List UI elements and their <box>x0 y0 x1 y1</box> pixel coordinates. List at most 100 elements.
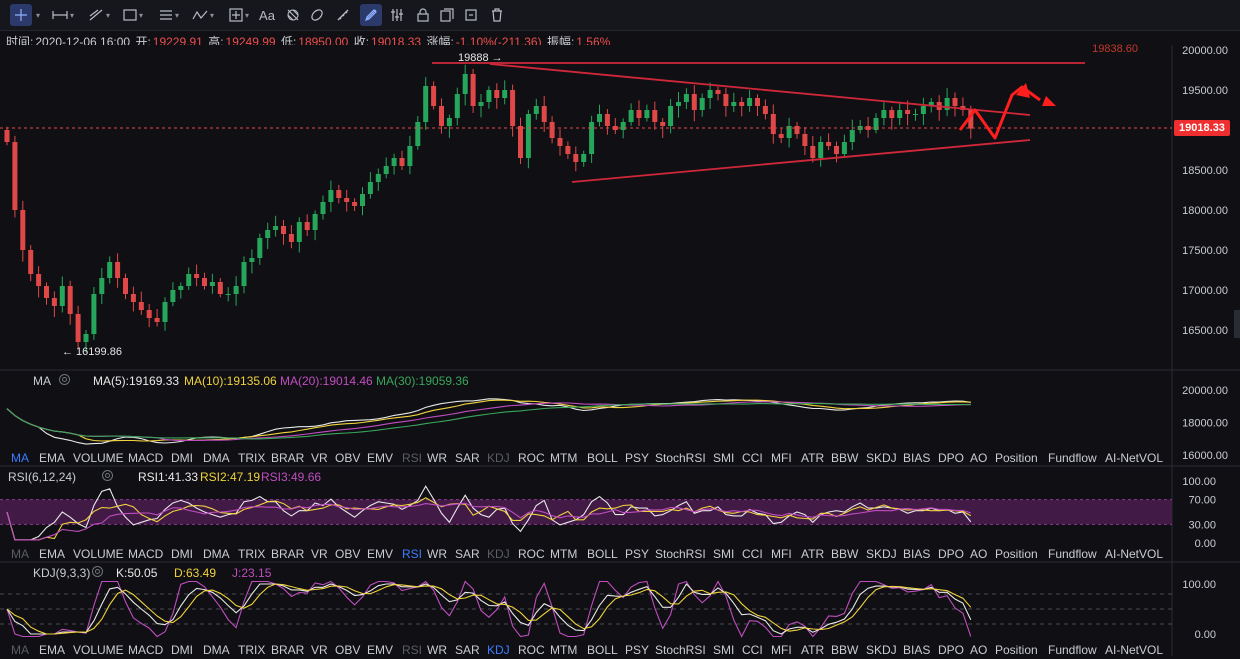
tab-ma[interactable]: MA <box>11 547 29 561</box>
tab-sar[interactable]: SAR <box>455 451 480 465</box>
tab-roc[interactable]: ROC <box>518 643 545 657</box>
tab-roc[interactable]: ROC <box>518 451 545 465</box>
tab-dmi[interactable]: DMI <box>171 643 193 657</box>
tab-rsi[interactable]: RSI <box>402 451 423 465</box>
tab-dpo[interactable]: DPO <box>938 547 965 561</box>
tab-cci[interactable]: CCI <box>742 451 763 465</box>
lock-icon[interactable] <box>412 4 434 26</box>
tab-mtm[interactable]: MTM <box>550 451 578 465</box>
tab-ao[interactable]: AO <box>970 451 988 465</box>
tab-ai-netvol[interactable]: AI-NetVOL <box>1105 643 1164 657</box>
tab-macd[interactable]: MACD <box>128 451 164 465</box>
tab-brar[interactable]: BRAR <box>271 451 305 465</box>
tab-stochrsi[interactable]: StochRSI <box>655 547 706 561</box>
tab-smi[interactable]: SMI <box>713 643 735 657</box>
tab-mtm[interactable]: MTM <box>550 547 578 561</box>
tab-fundflow[interactable]: Fundflow <box>1048 643 1097 657</box>
tab-sar[interactable]: SAR <box>455 643 480 657</box>
tab-ai-netvol[interactable]: AI-NetVOL <box>1105 547 1164 561</box>
tab-stochrsi[interactable]: StochRSI <box>655 451 706 465</box>
tab-dma[interactable]: DMA <box>203 451 230 465</box>
wave-icon[interactable]: ▾ <box>188 4 218 26</box>
tab-mfi[interactable]: MFI <box>771 547 792 561</box>
tab-obv[interactable]: OBV <box>335 451 361 465</box>
tab-dma[interactable]: DMA <box>203 643 230 657</box>
tab-kdj[interactable]: KDJ <box>487 547 510 561</box>
text-icon[interactable]: Aa <box>259 7 275 23</box>
tab-position[interactable]: Position <box>995 451 1038 465</box>
settings-icon[interactable] <box>386 4 408 26</box>
tab-kdj[interactable]: KDJ <box>487 451 510 465</box>
tab-ma[interactable]: MA <box>11 643 29 657</box>
tab-brar[interactable]: BRAR <box>271 643 305 657</box>
tab-psy[interactable]: PSY <box>625 547 650 561</box>
tab-bias[interactable]: BIAS <box>903 643 931 657</box>
tab-dpo[interactable]: DPO <box>938 451 965 465</box>
tab-ma[interactable]: MA <box>11 451 29 465</box>
tab-obv[interactable]: OBV <box>335 643 361 657</box>
tab-wr[interactable]: WR <box>427 547 447 561</box>
tab-vr[interactable]: VR <box>311 451 328 465</box>
tab-mfi[interactable]: MFI <box>771 451 792 465</box>
ruler-icon[interactable] <box>332 4 354 26</box>
tab-skdj[interactable]: SKDJ <box>866 451 897 465</box>
tab-boll[interactable]: BOLL <box>587 451 618 465</box>
tab-fundflow[interactable]: Fundflow <box>1048 547 1097 561</box>
tab-obv[interactable]: OBV <box>335 547 361 561</box>
tab-trix[interactable]: TRIX <box>238 451 266 465</box>
tab-dmi[interactable]: DMI <box>171 547 193 561</box>
horizontal-line-icon[interactable]: ▾ <box>48 4 78 26</box>
tab-emv[interactable]: EMV <box>367 451 394 465</box>
tab-rsi[interactable]: RSI <box>402 547 423 561</box>
tab-brar[interactable]: BRAR <box>271 547 305 561</box>
tab-volume[interactable]: VOLUME <box>73 451 124 465</box>
tab-ao[interactable]: AO <box>970 547 988 561</box>
tab-emv[interactable]: EMV <box>367 547 394 561</box>
tab-emv[interactable]: EMV <box>367 643 394 657</box>
tab-boll[interactable]: BOLL <box>587 547 618 561</box>
tab-dmi[interactable]: DMI <box>171 451 193 465</box>
tab-ema[interactable]: EMA <box>39 547 66 561</box>
tab-vr[interactable]: VR <box>311 643 328 657</box>
tab-smi[interactable]: SMI <box>713 451 735 465</box>
tab-atr[interactable]: ATR <box>801 547 825 561</box>
tab-vr[interactable]: VR <box>311 547 328 561</box>
tab-psy[interactable]: PSY <box>625 451 650 465</box>
tab-sar[interactable]: SAR <box>455 547 480 561</box>
parallel-lines-icon[interactable]: ▾ <box>154 4 184 26</box>
tab-trix[interactable]: TRIX <box>238 547 266 561</box>
tab-ema[interactable]: EMA <box>39 451 66 465</box>
tab-position[interactable]: Position <box>995 643 1038 657</box>
tab-skdj[interactable]: SKDJ <box>866 643 897 657</box>
panel-resize-handle[interactable] <box>1234 310 1240 338</box>
tab-smi[interactable]: SMI <box>713 547 735 561</box>
drawing-mode-icon[interactable] <box>360 4 382 26</box>
tab-dpo[interactable]: DPO <box>938 643 965 657</box>
tab-bbw[interactable]: BBW <box>831 643 859 657</box>
tab-psy[interactable]: PSY <box>625 643 650 657</box>
magnet-icon[interactable] <box>306 4 328 26</box>
tab-cci[interactable]: CCI <box>742 643 763 657</box>
tab-ai-netvol[interactable]: AI-NetVOL <box>1105 451 1164 465</box>
tab-mfi[interactable]: MFI <box>771 643 792 657</box>
settings-icon[interactable] <box>58 373 71 389</box>
tab-bias[interactable]: BIAS <box>903 547 931 561</box>
tab-cci[interactable]: CCI <box>742 547 763 561</box>
tab-bias[interactable]: BIAS <box>903 451 931 465</box>
tab-wr[interactable]: WR <box>427 643 447 657</box>
copy-icon[interactable] <box>436 4 458 26</box>
chevron-down-icon[interactable]: ▾ <box>35 10 40 20</box>
tab-dma[interactable]: DMA <box>203 547 230 561</box>
trend-line-icon[interactable]: ▾ <box>84 4 114 26</box>
tab-trix[interactable]: TRIX <box>238 643 266 657</box>
tab-skdj[interactable]: SKDJ <box>866 547 897 561</box>
tab-atr[interactable]: ATR <box>801 643 825 657</box>
tab-rsi[interactable]: RSI <box>402 643 423 657</box>
tab-kdj[interactable]: KDJ <box>487 643 510 657</box>
tab-mtm[interactable]: MTM <box>550 643 578 657</box>
tab-atr[interactable]: ATR <box>801 451 825 465</box>
tab-wr[interactable]: WR <box>427 451 447 465</box>
tab-stochrsi[interactable]: StochRSI <box>655 643 706 657</box>
tab-bbw[interactable]: BBW <box>831 547 859 561</box>
tab-volume[interactable]: VOLUME <box>73 643 124 657</box>
